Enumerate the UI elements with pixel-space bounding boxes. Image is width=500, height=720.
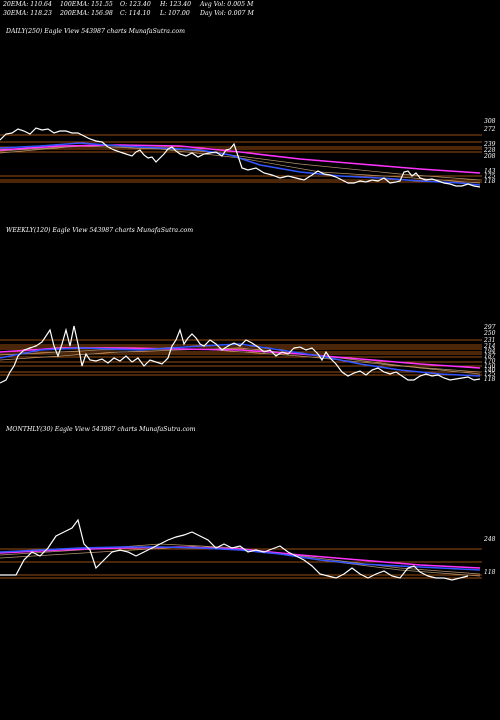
daily-price-line (0, 127, 481, 188)
weekly-ema-line (0, 348, 481, 373)
ema100-stat: 100EMA: 151.55 (60, 1, 113, 8)
daily-ema-short-line (0, 142, 481, 186)
ema20-stat: 20EMA: 110.64 (3, 1, 52, 8)
daily-price-label: 308 (484, 118, 496, 125)
daily-ema-long-line (0, 144, 481, 174)
daily-price-label: 125 (484, 173, 496, 180)
daily-price-label: 118 (484, 178, 496, 185)
weekly-price-line (0, 325, 481, 384)
weekly-price-label: 231 (483, 337, 495, 344)
monthly-panel-title: MONTHLY(30) Eagle View 543987 charts Mun… (6, 426, 196, 433)
weekly-panel-title: WEEKLY(120) Eagle View 543987 charts Mun… (6, 227, 194, 234)
daily-price-label: 143 (484, 168, 496, 175)
daily-price-label: 228 (483, 147, 496, 154)
monthly-price-line (0, 518, 469, 581)
day-vol-stat: Day Vol: 0.007 M (200, 10, 254, 17)
open-stat: O: 123.40 (120, 1, 151, 8)
daily-price-label: 208 (483, 153, 496, 160)
high-stat: H: 123.40 (160, 1, 192, 8)
low-stat: L: 107.00 (160, 10, 190, 17)
avg-vol-stat: Avg Vol: 0.005 M (200, 1, 254, 8)
weekly-price-label: 187 (484, 353, 496, 360)
weekly-price-label: 250 (483, 330, 496, 337)
weekly-price-label: 125 (484, 371, 496, 378)
close-stat: C: 114.10 (120, 10, 151, 17)
ema200-stat: 200EMA: 156.98 (60, 10, 113, 17)
monthly-price-label: 248 (483, 536, 496, 543)
daily-price-label: 239 (483, 141, 496, 148)
ema30-stat: 30EMA: 118.23 (3, 10, 52, 17)
monthly-price-label: 118 (484, 569, 496, 576)
weekly-price-label: 170 (484, 358, 496, 365)
weekly-price-label: 150 (484, 363, 496, 370)
daily-price-label: 272 (483, 126, 496, 133)
weekly-price-label: 297 (483, 324, 496, 331)
daily-panel-title: DAILY(250) Eagle View 543987 charts Muna… (6, 28, 185, 35)
monthly-ema-long-line (0, 546, 481, 569)
monthly-ema-short-line (0, 546, 481, 571)
weekly-price-label: 118 (484, 376, 496, 383)
weekly-price-label: 140 (484, 367, 496, 374)
weekly-price-label: 214 (483, 343, 496, 350)
weekly-ema-long-line (0, 347, 481, 369)
weekly-ema-short-line (0, 343, 481, 377)
weekly-price-label: 194 (484, 348, 496, 355)
